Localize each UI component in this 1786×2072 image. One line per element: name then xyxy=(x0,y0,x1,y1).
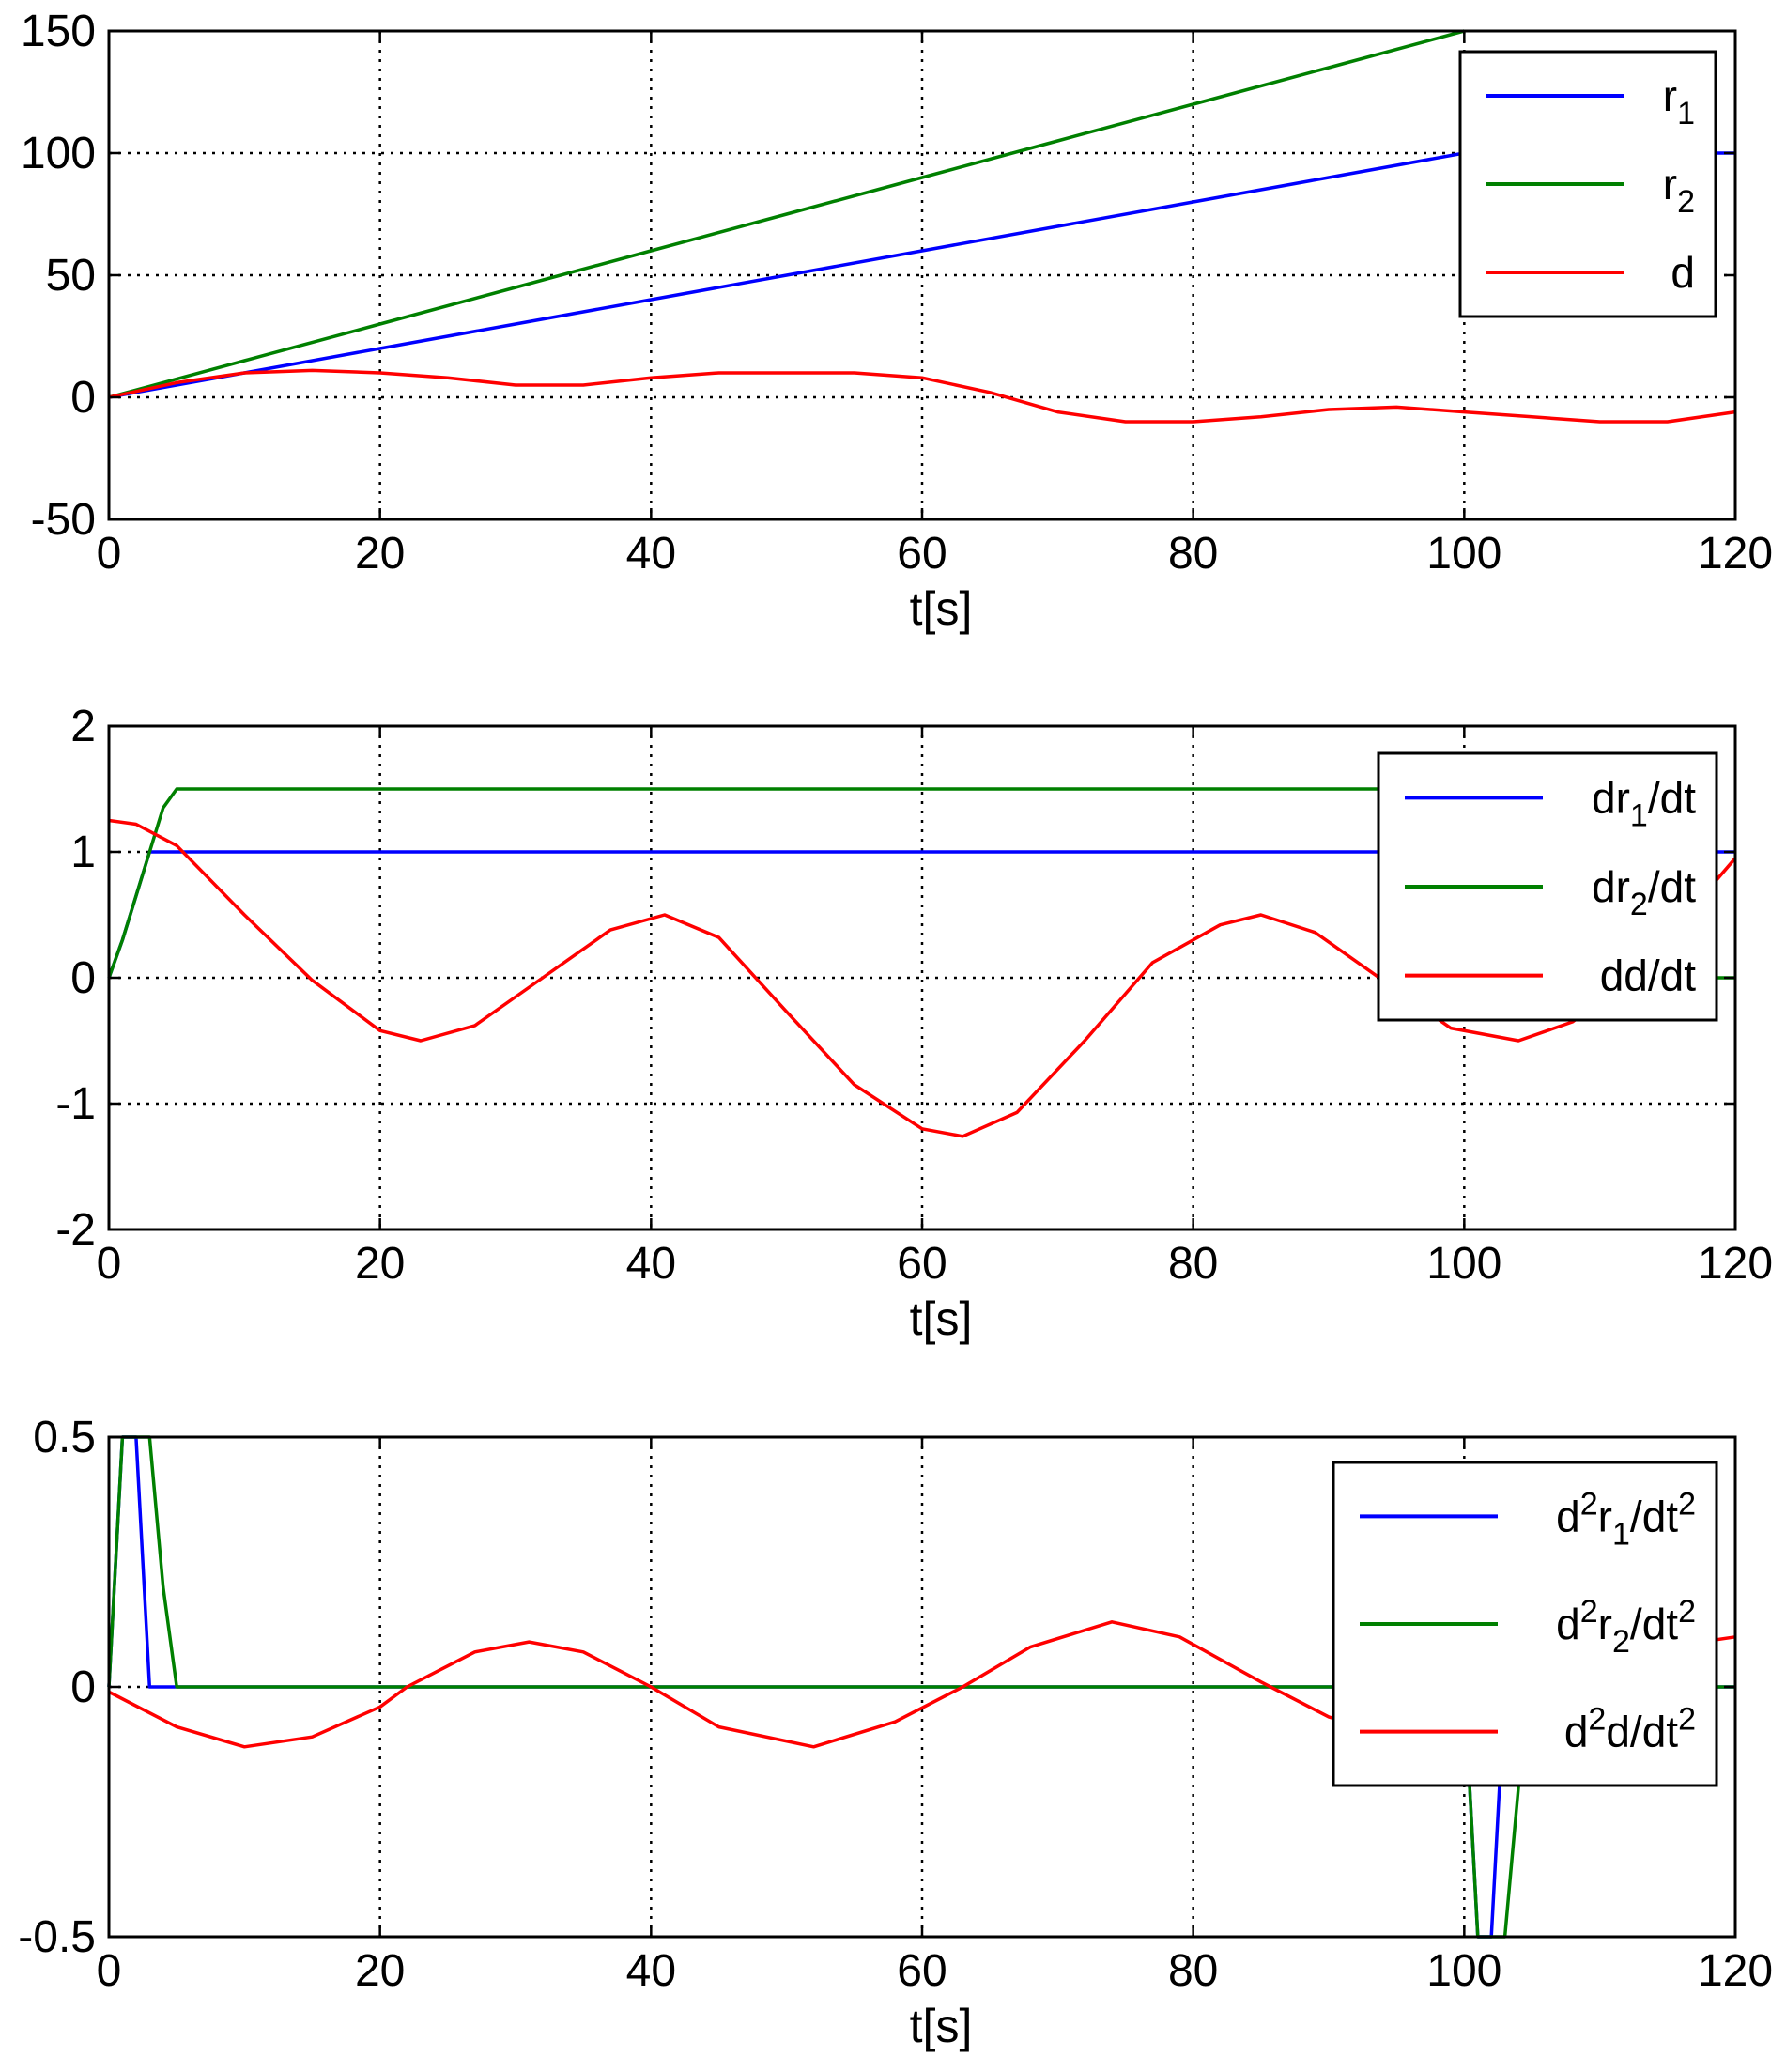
x-tick-label: 60 xyxy=(897,529,947,579)
x-tick-label: 80 xyxy=(1168,1239,1218,1289)
y-tick-label: -2 xyxy=(55,1205,96,1255)
x-tick-label: 20 xyxy=(355,1946,405,1996)
x-tick-label: 60 xyxy=(897,1239,947,1289)
x-tick-label: 100 xyxy=(1426,529,1501,579)
x-tick-label: 60 xyxy=(897,1946,947,1996)
y-tick-label: 0 xyxy=(70,953,96,1003)
y-tick-label: 2 xyxy=(70,702,96,751)
chart-panel-2: 0 20 40 60 80 100 120 -2 -1 0 1 2 t[s] dr1/dt dr2/dt dd… xyxy=(55,702,1773,1345)
legend-label-r2: r2 xyxy=(1663,160,1695,220)
x-tick-label: 0 xyxy=(97,529,122,579)
x-tick-label: 40 xyxy=(626,1946,676,1996)
legend-label-d2r2/dt2: d2r2/dt2 xyxy=(1556,1594,1696,1660)
x-axis-label: t[s] xyxy=(910,582,973,635)
legend-label-dd/dt: dd/dt xyxy=(1600,951,1697,1000)
x-tick-label: 100 xyxy=(1426,1946,1501,1996)
x-tick-label: 120 xyxy=(1698,1239,1773,1289)
x-tick-label: 100 xyxy=(1426,1239,1501,1289)
series-line-dd/dt xyxy=(108,818,1737,1138)
legend-label-d: d xyxy=(1671,248,1695,297)
series-line-r2 xyxy=(108,29,1465,399)
x-tick-label: 120 xyxy=(1698,1946,1773,1996)
x-tick-label: 20 xyxy=(355,1239,405,1289)
legend-label-dr1/dt: dr1/dt xyxy=(1592,773,1696,833)
x-tick-label: 120 xyxy=(1698,529,1773,579)
y-tick-label: -0.5 xyxy=(18,1912,96,1962)
x-tick-label: 0 xyxy=(97,1239,122,1289)
y-tick-label: 0 xyxy=(70,1662,96,1712)
y-tick-label: 0.5 xyxy=(33,1413,96,1462)
y-tick-label: 1 xyxy=(70,827,96,877)
series-line-d xyxy=(108,368,1736,424)
legend: d2r1/dt2 d2r2/dt2 d2d/dt2 xyxy=(1332,1461,1718,1787)
x-tick-label: 40 xyxy=(626,1239,676,1289)
y-tick-label: -1 xyxy=(55,1079,96,1129)
legend-label-r1: r1 xyxy=(1663,71,1695,131)
legend-label-dr2/dt: dr2/dt xyxy=(1592,862,1696,922)
x-axis-label: t[s] xyxy=(910,1292,973,1345)
y-tick-label: -50 xyxy=(31,495,96,545)
y-tick-label: 100 xyxy=(21,129,96,178)
x-tick-label: 80 xyxy=(1168,529,1218,579)
x-tick-label: 80 xyxy=(1168,1946,1218,1996)
chart-panel-3: 0 20 40 60 80 100 120-0.500.5t[s]d2r1/dt2d2r2/… xyxy=(18,1413,1773,2052)
x-tick-label: 20 xyxy=(355,529,405,579)
legend: dr1/dt dr2/dt dd/dt xyxy=(1377,751,1718,1022)
legend: r1 r2 d xyxy=(1458,50,1717,318)
y-tick-label: 150 xyxy=(21,7,96,56)
x-tick-label: 40 xyxy=(626,529,676,579)
legend-label-d2d/dt2: d2d/dt2 xyxy=(1564,1702,1696,1756)
x-axis-label: t[s] xyxy=(910,2000,973,2052)
x-tick-label: 0 xyxy=(97,1946,122,1996)
y-tick-label: 50 xyxy=(46,251,96,301)
legend-label-d2r1/dt2: d2r1/dt2 xyxy=(1556,1486,1696,1552)
y-tick-label: 0 xyxy=(70,373,96,423)
